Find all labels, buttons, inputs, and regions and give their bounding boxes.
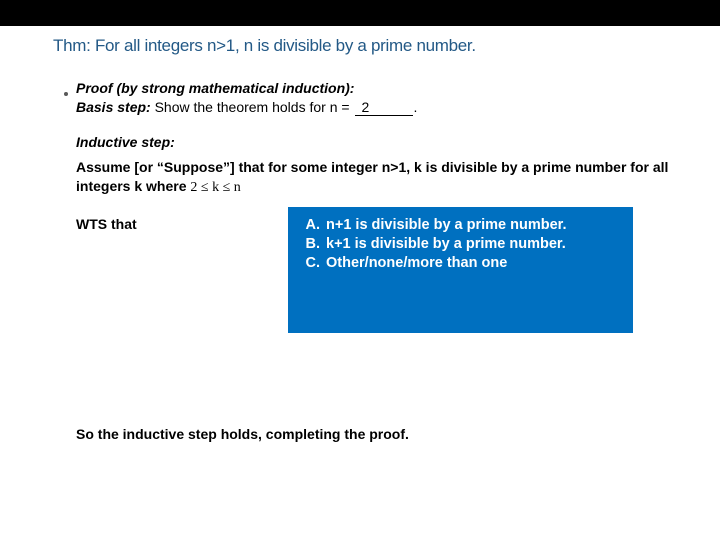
choice-list: n+1 is divisible by a prime number. k+1 … [302, 216, 619, 273]
theorem-statement: Thm: For all integers n>1, n is divisibl… [53, 36, 476, 56]
bullet-icon [64, 92, 68, 96]
wts-label: WTS that [76, 216, 137, 232]
inductive-step-label: Inductive step: [76, 134, 175, 150]
title-bar [0, 0, 720, 26]
assume-math: 2 ≤ k ≤ n [190, 180, 240, 195]
multiple-choice-box: n+1 is divisible by a prime number. k+1 … [288, 207, 633, 333]
choice-b[interactable]: k+1 is divisible by a prime number. [324, 235, 619, 254]
proof-conclusion: So the inductive step holds, completing … [76, 426, 409, 442]
basis-step-line: Basis step: Show the theorem holds for n… [76, 99, 417, 116]
basis-step-text: Show the theorem holds for n = [151, 99, 354, 115]
inductive-hypothesis: Assume [or “Suppose”] that for some inte… [76, 158, 690, 198]
basis-step-label: Basis step: [76, 99, 151, 115]
basis-step-period: . [413, 99, 417, 115]
basis-step-value: 2 [355, 99, 413, 116]
assume-text: Assume [or “Suppose”] that for some inte… [76, 159, 668, 194]
proof-method-heading: Proof (by strong mathematical induction)… [76, 80, 354, 96]
choice-a[interactable]: n+1 is divisible by a prime number. [324, 216, 619, 235]
choice-c[interactable]: Other/none/more than one [324, 254, 619, 273]
